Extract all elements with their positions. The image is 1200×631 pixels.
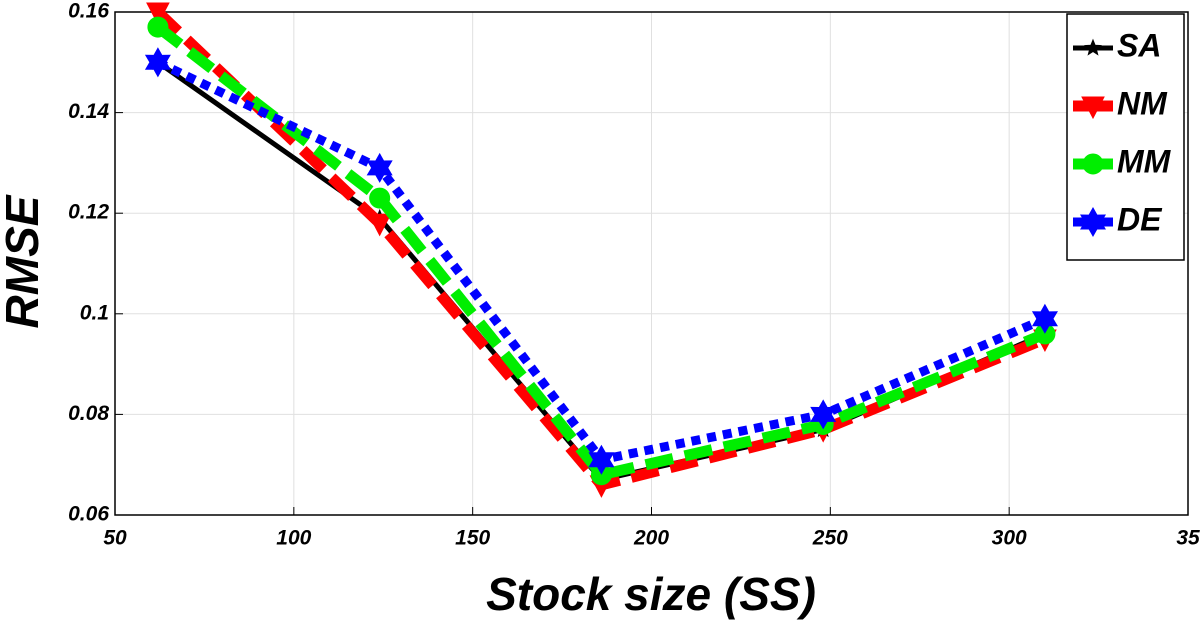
marker bbox=[810, 399, 837, 430]
legend-marker bbox=[1080, 206, 1106, 238]
legend-marker bbox=[1081, 96, 1105, 120]
x-tick-label: 150 bbox=[455, 527, 490, 550]
x-tick-label: 50 bbox=[103, 527, 127, 550]
x-tick-label: 250 bbox=[812, 527, 848, 550]
plot-frame bbox=[114, 11, 1189, 516]
y-tick-label: 0.1 bbox=[80, 301, 109, 324]
legend-text: MM bbox=[1117, 143, 1172, 179]
y-axis-label: RMSE bbox=[0, 194, 48, 328]
x-axis-label: Stock size (SS) bbox=[486, 568, 816, 620]
series-line bbox=[155, 58, 1047, 465]
y-tick-label: 0.16 bbox=[68, 0, 109, 23]
marker bbox=[147, 16, 169, 38]
legend-marker bbox=[1082, 153, 1104, 175]
marker bbox=[146, 2, 170, 26]
x-tick-label: 35 bbox=[1176, 527, 1200, 550]
series-line bbox=[154, 22, 1048, 481]
marker bbox=[588, 444, 615, 475]
y-tick-label: 0.06 bbox=[68, 503, 109, 526]
y-tick-label: 0.12 bbox=[68, 201, 109, 224]
marker bbox=[144, 47, 171, 78]
marker bbox=[1031, 303, 1058, 334]
legend-marker bbox=[1084, 38, 1102, 56]
legend-text: DE bbox=[1117, 201, 1163, 237]
marker bbox=[369, 187, 391, 209]
legend-text: SA bbox=[1117, 27, 1161, 63]
x-tick-label: 300 bbox=[992, 527, 1027, 550]
x-tick-label: 200 bbox=[633, 527, 669, 550]
y-tick-label: 0.14 bbox=[68, 100, 109, 123]
x-tick-label: 100 bbox=[276, 527, 311, 550]
marker bbox=[366, 152, 393, 183]
legend-text: NM bbox=[1117, 85, 1168, 121]
marker bbox=[367, 213, 392, 237]
y-tick-label: 0.08 bbox=[68, 402, 109, 425]
series-line bbox=[154, 8, 1048, 491]
